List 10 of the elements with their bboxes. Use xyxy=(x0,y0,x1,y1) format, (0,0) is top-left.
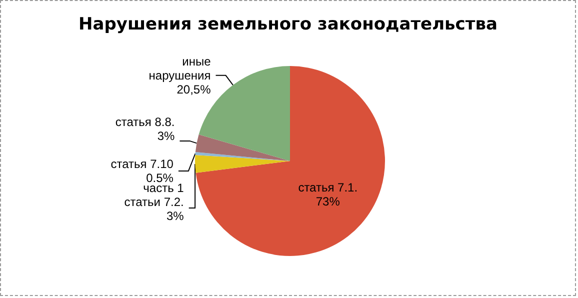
data-label: 3% xyxy=(166,208,184,223)
slice-label: статья 8.8. xyxy=(115,114,175,129)
data-label: 20,5% xyxy=(176,82,212,96)
slice-label: статья 7.1. xyxy=(298,180,358,194)
data-label: 73% xyxy=(316,194,340,208)
slice-label: иные нарушения xyxy=(148,54,212,82)
chart-title: Нарушения земельного законодательства xyxy=(78,14,498,34)
slice-label: статья 7.10 xyxy=(110,156,174,171)
data-label: 3% xyxy=(157,128,176,143)
data-label: 0.5% xyxy=(146,170,174,185)
